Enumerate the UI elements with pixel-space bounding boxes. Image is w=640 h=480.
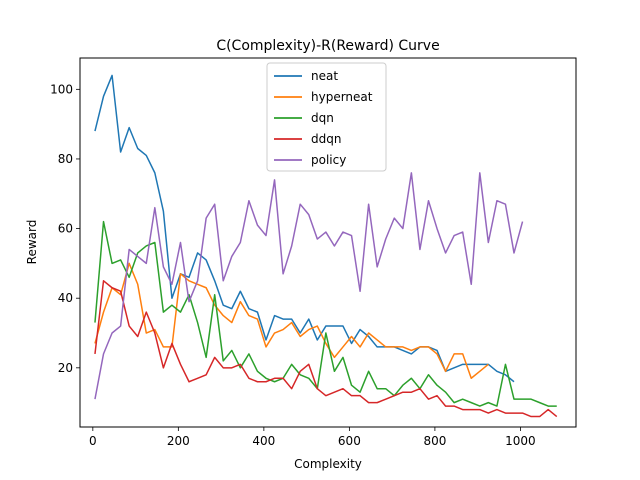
series-line-policy — [94, 172, 524, 400]
x-tick-label: 600 — [338, 434, 361, 448]
y-tick-label: 20 — [58, 361, 73, 375]
x-tick-label: 800 — [423, 434, 446, 448]
series-layer — [94, 74, 558, 418]
x-tick-label: 1000 — [505, 434, 536, 448]
legend-label-policy: policy — [311, 153, 346, 167]
x-tick-label: 400 — [252, 434, 275, 448]
series-line-ddqn — [94, 280, 558, 418]
legend-box — [266, 62, 387, 172]
legend: neat hyperneat dqn ddqn policy — [266, 62, 387, 172]
legend-label-dqn: dqn — [311, 111, 334, 125]
y-axis-label: Reward — [25, 220, 39, 265]
x-tick-label: 200 — [167, 434, 190, 448]
y-tick-label: 40 — [58, 291, 73, 305]
x-tick-label: 0 — [89, 434, 97, 448]
y-tick-label: 100 — [50, 82, 73, 96]
y-tick-label: 80 — [58, 152, 73, 166]
chart-title: C(Complexity)-R(Reward) Curve — [216, 38, 439, 54]
y-tick-label: 60 — [58, 222, 73, 236]
plot-area-frame — [79, 57, 577, 428]
ticks-layer: 0 200 400 600 800 1000 20 40 60 80 100 — [50, 82, 536, 448]
legend-label-hyperneat: hyperneat — [311, 90, 373, 104]
series-line-hyperneat — [94, 262, 489, 380]
legend-label-neat: neat — [311, 69, 338, 83]
legend-label-ddqn: ddqn — [311, 132, 341, 146]
x-axis-label: Complexity — [294, 457, 362, 471]
series-line-dqn — [94, 220, 557, 407]
